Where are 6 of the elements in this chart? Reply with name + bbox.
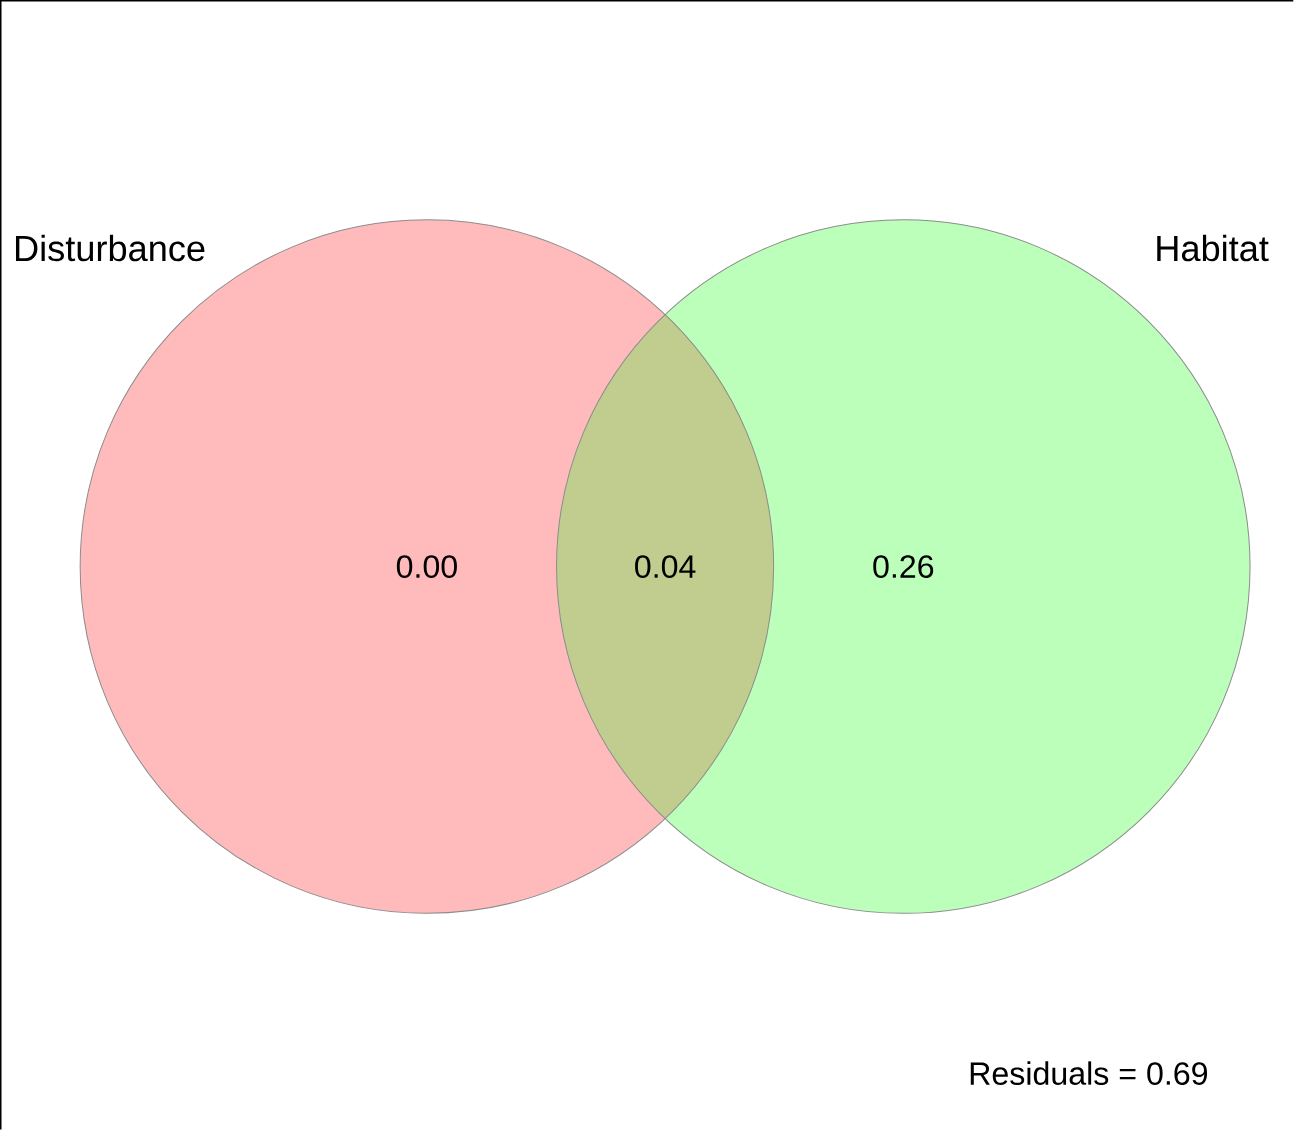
data-label: 0.04: [635, 555, 696, 578]
data-label: 0.26: [873, 555, 934, 578]
data-label: 0.00: [396, 555, 457, 578]
text: Residuals = 0.69: [970, 1061, 1208, 1085]
category-label: Disturbance: [15, 234, 205, 262]
category-label: Habitat: [1157, 234, 1269, 262]
